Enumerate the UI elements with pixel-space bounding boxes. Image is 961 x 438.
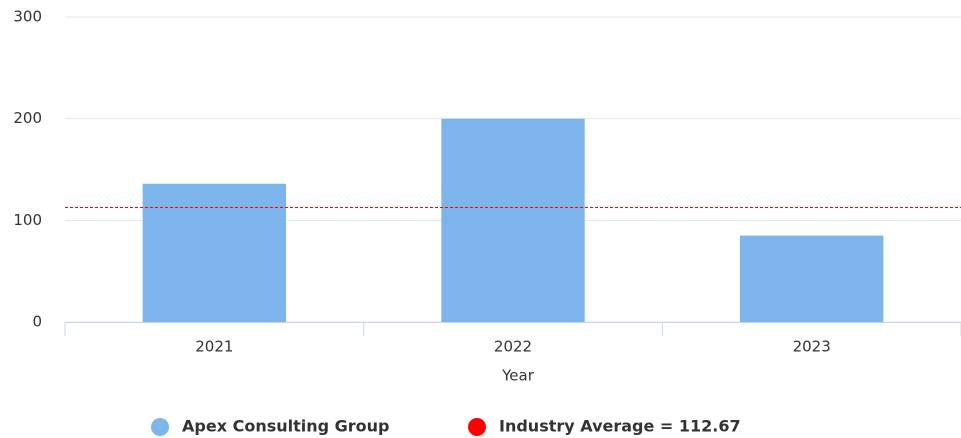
- x-axis-title: Year: [501, 367, 535, 385]
- y-tick-label: 0: [32, 313, 42, 331]
- x-tick-label: 2021: [195, 338, 233, 356]
- legend-marker: [151, 418, 169, 436]
- legend-label: Industry Average = 112.67: [499, 417, 741, 436]
- x-tick-label: 2023: [793, 338, 831, 356]
- x-tick-label: 2022: [494, 338, 532, 356]
- bar: [739, 235, 884, 322]
- y-tick-label: 100: [13, 211, 42, 229]
- legend-label: Apex Consulting Group: [182, 417, 390, 436]
- y-tick-label: 300: [13, 8, 42, 26]
- y-tick-label: 200: [13, 109, 42, 127]
- legend-marker: [468, 418, 486, 436]
- bar: [142, 183, 287, 322]
- bar: [441, 118, 585, 323]
